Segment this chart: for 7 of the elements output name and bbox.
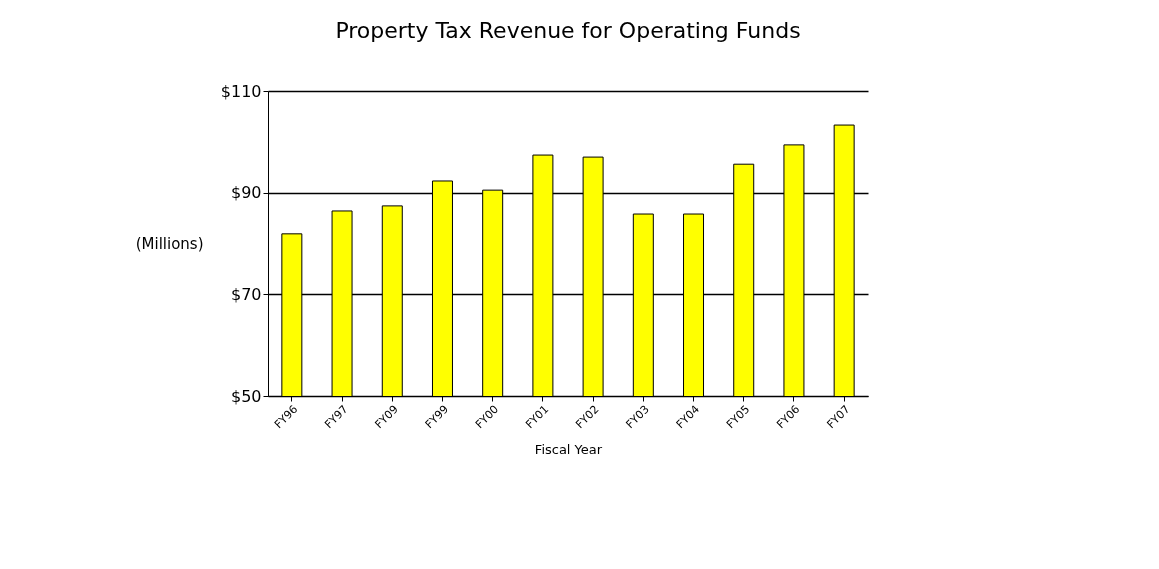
y-tick-label: $90 <box>230 183 262 203</box>
x-axis-title: Fiscal Year <box>534 442 603 458</box>
y-tick-label: $70 <box>230 284 262 304</box>
y-axis-title: (Millions) <box>135 234 204 253</box>
y-tick-label: $110 <box>220 81 262 101</box>
y-tick-label: $50 <box>230 386 262 406</box>
chart-title: Property Tax Revenue for Operating Funds <box>335 18 801 43</box>
